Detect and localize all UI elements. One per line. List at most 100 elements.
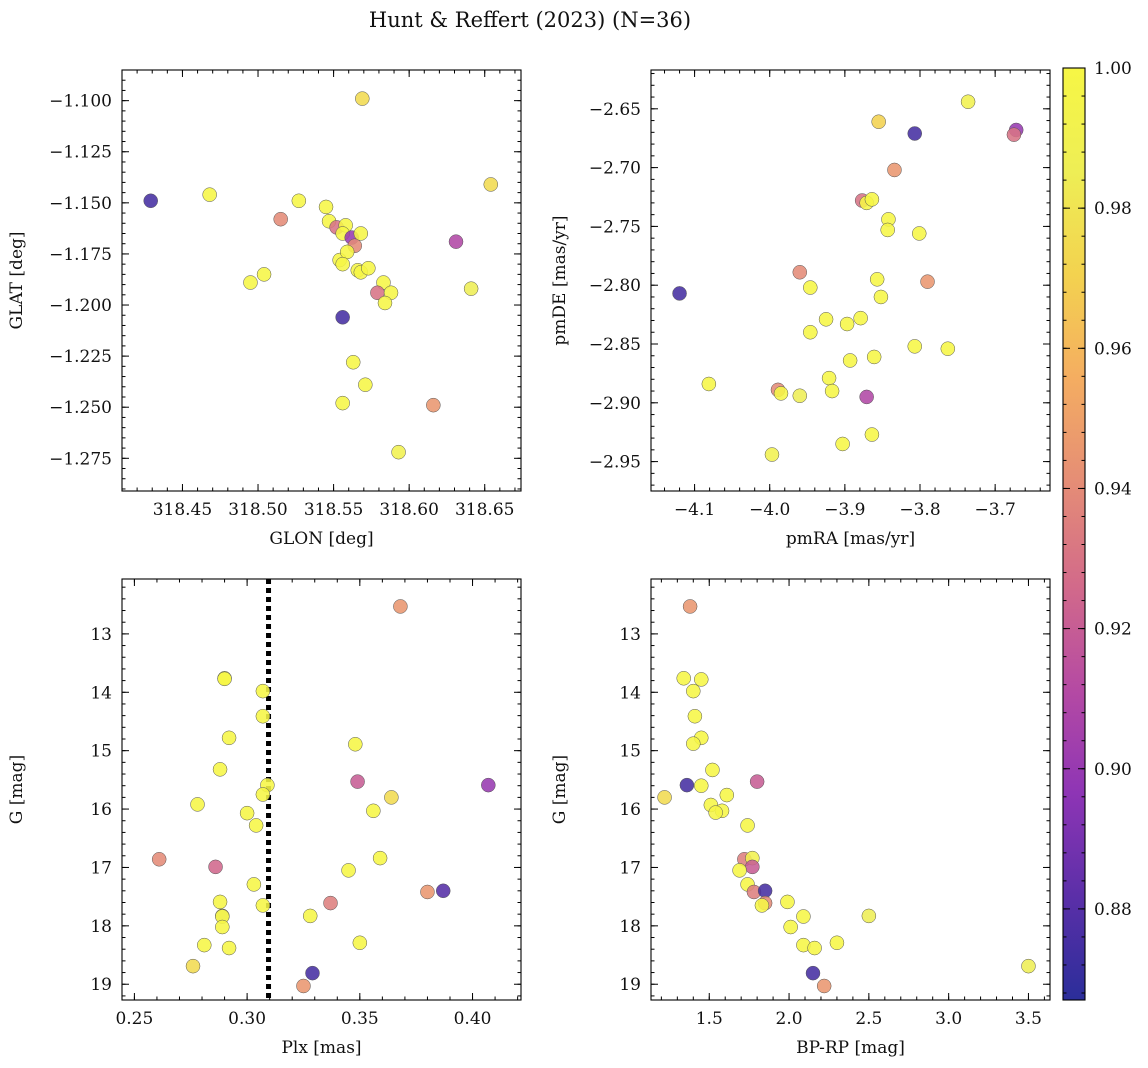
data-point [960, 94, 976, 110]
y-tick-label: −2.90 [589, 394, 641, 414]
panel-cmd-plx: 0.25 0.30 0.35 0.40 13 14 15 16 17 18 19 Plx [mas] G… [7, 578, 522, 1058]
y-tick-label: −2.80 [589, 276, 641, 296]
data-point [335, 395, 350, 411]
data-point [745, 859, 760, 875]
colorbar: 0.88 0.90 0.92 0.94 0.96 0.98 1.00 [1062, 59, 1132, 1001]
y-tick-label: 14 [90, 683, 112, 703]
y-axis-label: pmDE [mas/yr] [550, 215, 570, 345]
data-point [481, 777, 496, 793]
data-point [871, 114, 886, 129]
figure-title: Hunt & Reffert (2023) (N=36) [369, 8, 691, 32]
data-point [341, 863, 356, 878]
data-point [190, 797, 205, 812]
data-point [361, 260, 376, 276]
data-point [839, 316, 855, 332]
data-point [694, 672, 709, 687]
data-point [435, 883, 451, 899]
y-tick-label: 16 [619, 800, 641, 820]
data-point [1006, 127, 1022, 142]
data-point [842, 353, 858, 368]
data-point [318, 199, 334, 215]
data-point [426, 397, 441, 413]
y-tick-label: 14 [619, 683, 641, 703]
x-tick-label: 318.65 [455, 500, 514, 520]
colorbar-body [1063, 68, 1085, 1000]
data-point [807, 940, 822, 956]
y-tick-label: 17 [619, 858, 641, 878]
data-point [377, 295, 393, 311]
y-tick-label: 13 [619, 625, 641, 645]
y-axis-label: G [mag] [7, 755, 27, 824]
data-point [719, 787, 735, 803]
data-point [248, 818, 264, 833]
data-point [864, 192, 880, 207]
axes-frame [121, 578, 522, 1001]
data-point [335, 256, 350, 272]
data-point [708, 805, 723, 820]
colorbar-tick-label: 1.00 [1094, 59, 1132, 79]
data-point [255, 898, 271, 913]
data-point [391, 444, 406, 460]
data-point [255, 708, 271, 724]
data-point [246, 877, 262, 892]
data-point [821, 370, 837, 386]
panel-sky: 318.45 318.50 318.55 318.60 318.65 −1.100 −1.1… [7, 69, 522, 549]
data-point [869, 272, 885, 287]
data-point [255, 683, 271, 699]
y-tick-label: 17 [90, 858, 112, 878]
data-point [212, 894, 228, 910]
data-point [302, 908, 318, 924]
data-point [861, 908, 877, 924]
data-point [764, 447, 780, 462]
x-tick-label: 0.30 [228, 1009, 266, 1029]
y-tick-label: −1.175 [49, 245, 112, 265]
data-point [757, 883, 773, 899]
y-tick-label: −2.65 [589, 100, 641, 120]
data-point [197, 937, 212, 953]
axes-frame [650, 578, 1051, 1001]
data-point [353, 226, 369, 241]
data-point [305, 965, 320, 981]
y-axis-label: G [mag] [550, 755, 570, 824]
x-tick-label: 0.25 [115, 1009, 153, 1029]
data-point [740, 818, 755, 833]
data-point [686, 683, 701, 699]
data-point [339, 244, 355, 260]
data-point [783, 919, 798, 935]
data-point [754, 898, 770, 913]
data-point [255, 787, 271, 802]
data-point [291, 193, 307, 209]
x-tick-label: 0.35 [341, 1009, 379, 1029]
data-point [448, 234, 464, 249]
x-axis-label: pmRA [mas/yr] [786, 529, 915, 549]
data-point [345, 354, 361, 370]
data-point [296, 978, 311, 994]
data-point [687, 708, 703, 724]
x-tick-label: 318.45 [153, 500, 212, 520]
data-point [773, 386, 789, 401]
x-tick-label: 318.50 [228, 500, 287, 520]
y-tick-label: −1.150 [49, 194, 112, 214]
data-point [355, 91, 370, 106]
data-point [749, 774, 765, 789]
y-tick-label: −1.200 [49, 296, 112, 316]
x-tick-label: 3.5 [1015, 1009, 1042, 1029]
colorbar-tick-label: 0.88 [1094, 900, 1132, 920]
y-tick-label: −2.85 [589, 335, 641, 355]
colorbar-tick-label: 0.98 [1094, 199, 1132, 219]
panel-pm: −4.1 −4.0 −3.9 −3.8 −3.7 −2.65 −2.70 −2.75 −2.80… [550, 69, 1051, 549]
y-tick-label: 16 [90, 800, 112, 820]
data-point [803, 324, 818, 340]
x-axis-label: Plx [mas] [281, 1038, 361, 1058]
axes-frame [121, 69, 522, 492]
data-point [864, 427, 880, 442]
x-tick-label: 318.60 [379, 500, 438, 520]
colorbar-tick-label: 0.94 [1094, 479, 1132, 499]
y-tick-label: 18 [619, 917, 641, 937]
data-point [384, 790, 399, 805]
data-point [273, 211, 288, 227]
x-tick-label: 3.0 [935, 1009, 962, 1029]
data-point [694, 778, 709, 793]
panel-cmd-color: 1.5 2.0 2.5 3.0 3.5 13 14 15 16 17 18 19 BP-RP [mag]… [550, 578, 1051, 1058]
